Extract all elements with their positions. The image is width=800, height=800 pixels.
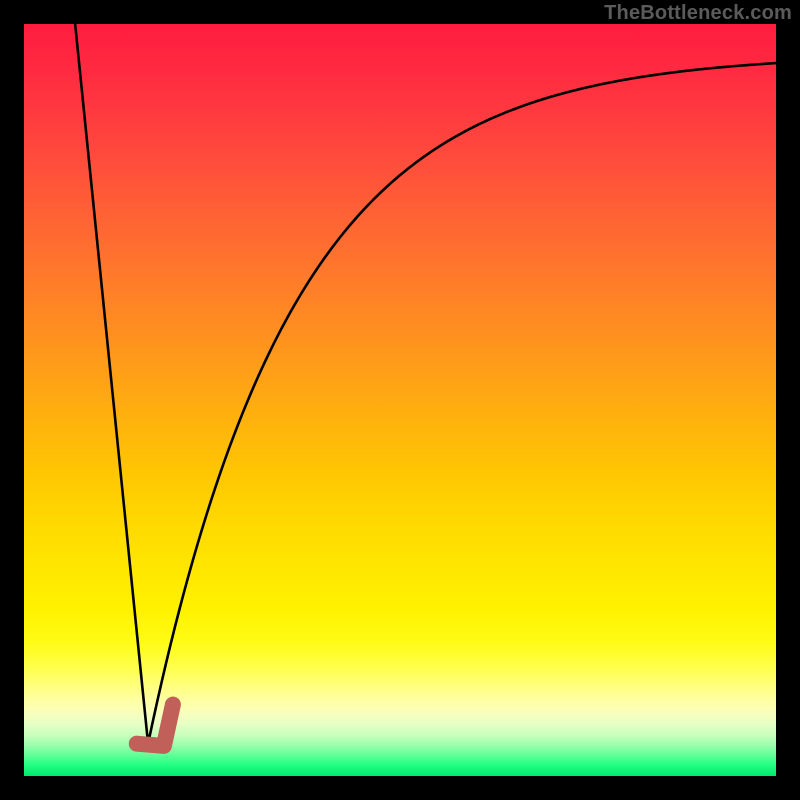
attribution-text: TheBottleneck.com bbox=[604, 2, 792, 25]
chart-stage: TheBottleneck.com bbox=[0, 0, 800, 800]
curves-layer bbox=[24, 24, 776, 776]
plot-area bbox=[24, 24, 776, 776]
bottleneck-curve bbox=[75, 24, 776, 744]
